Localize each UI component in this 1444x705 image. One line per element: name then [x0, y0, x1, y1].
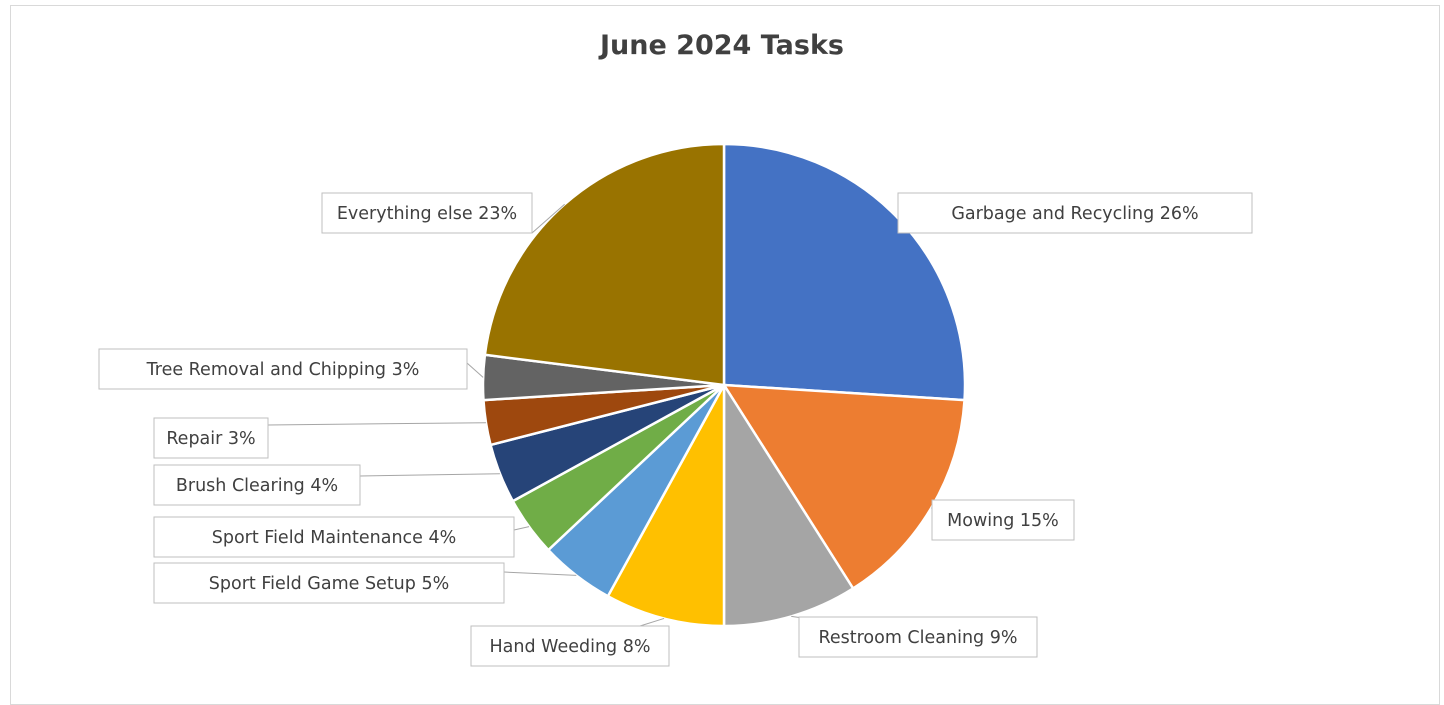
leader-line	[268, 423, 486, 425]
pie-slice	[485, 144, 724, 385]
data-label: Everything else 23%	[337, 204, 517, 224]
data-label: Sport Field Maintenance 4%	[212, 528, 457, 548]
data-label: Restroom Cleaning 9%	[818, 628, 1017, 648]
data-label: Garbage and Recycling 26%	[951, 204, 1198, 224]
leader-line	[467, 363, 483, 377]
leader-line	[514, 527, 529, 530]
data-label: Tree Removal and Chipping 3%	[146, 360, 420, 380]
leader-line	[640, 618, 664, 626]
data-label: Sport Field Game Setup 5%	[209, 574, 449, 594]
leader-line	[360, 474, 500, 476]
leader-line	[504, 572, 576, 575]
pie-slice	[724, 144, 965, 400]
data-label: Hand Weeding 8%	[490, 637, 651, 657]
pie-slices	[483, 144, 965, 626]
data-label: Repair 3%	[166, 429, 255, 449]
data-label: Brush Clearing 4%	[176, 476, 338, 496]
data-label: Mowing 15%	[947, 511, 1059, 531]
